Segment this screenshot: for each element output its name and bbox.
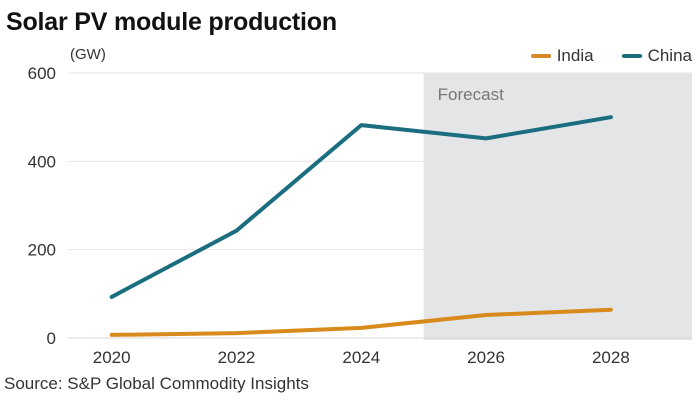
forecast-region bbox=[423, 73, 692, 340]
y-tick-label: 200 bbox=[28, 241, 56, 260]
y-tick-label: 400 bbox=[28, 152, 56, 171]
legend-swatch-india bbox=[530, 54, 551, 58]
y-axis-unit-label: (GW) bbox=[70, 46, 106, 63]
legend-swatch-china bbox=[621, 54, 642, 58]
source-note: Source: S&P Global Commodity Insights bbox=[4, 374, 309, 393]
y-tick-label: 0 bbox=[47, 329, 56, 348]
x-tick-label: 2020 bbox=[93, 348, 131, 367]
x-tick-label: 2028 bbox=[592, 348, 630, 367]
chart-title: Solar PV module production bbox=[6, 8, 337, 36]
legend-item-india: India bbox=[530, 46, 594, 66]
x-tick-label: 2026 bbox=[467, 348, 505, 367]
legend-label-china: China bbox=[647, 46, 692, 65]
x-tick-label: 2022 bbox=[218, 348, 256, 367]
legend-item-china: China bbox=[621, 46, 692, 66]
legend-label-india: India bbox=[556, 46, 594, 65]
forecast-label: Forecast bbox=[438, 85, 504, 104]
y-tick-label: 600 bbox=[28, 64, 56, 83]
legend: India China bbox=[530, 46, 692, 66]
x-tick-label: 2024 bbox=[342, 348, 380, 367]
